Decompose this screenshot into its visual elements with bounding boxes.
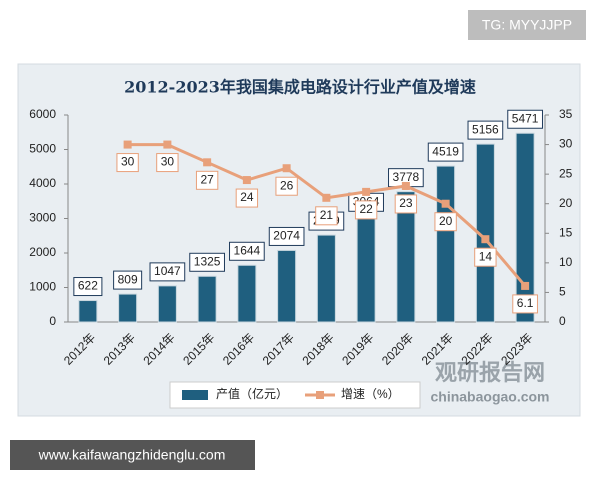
bar — [436, 165, 456, 323]
data-label-box — [73, 277, 103, 297]
bar — [316, 234, 336, 323]
data-label: 21 — [320, 208, 334, 222]
brand-site: chinabaogao.com — [430, 389, 549, 405]
data-label-box — [507, 109, 543, 129]
chart-title: 2012-2023年我国集成电路设计行业产值及增速 — [124, 78, 476, 97]
data-label: 1047 — [154, 264, 181, 278]
data-label: 4519 — [432, 144, 459, 158]
data-label: 3778 — [393, 170, 420, 184]
data-label-box — [394, 194, 418, 214]
legend-label: 增速（%） — [341, 387, 400, 401]
data-label: 14 — [479, 249, 493, 263]
data-label: 5471 — [512, 111, 539, 125]
legend-swatch — [316, 391, 324, 399]
data-label: 5156 — [472, 122, 499, 136]
y-tick-label: 5000 — [29, 142, 56, 156]
data-label: 6.1 — [517, 296, 534, 310]
data-label-box — [235, 188, 259, 208]
data-label: 30 — [161, 155, 175, 169]
bar — [396, 191, 416, 323]
y2-tick-label: 35 — [559, 107, 573, 121]
data-label: 24 — [240, 190, 254, 204]
data-label-box — [315, 206, 338, 226]
y-tick-label: 0 — [49, 314, 56, 328]
bar — [118, 293, 138, 323]
line-marker — [322, 193, 331, 202]
data-label-box — [474, 247, 497, 267]
line-marker — [521, 281, 530, 290]
y-tick-label: 3000 — [29, 211, 56, 225]
line-marker — [163, 140, 172, 149]
data-label: 22 — [359, 202, 373, 216]
data-label-box — [189, 252, 225, 272]
y2-tick-label: 25 — [559, 166, 573, 180]
data-label-box — [195, 170, 219, 190]
watermark-box — [10, 440, 255, 470]
line-marker — [401, 181, 410, 190]
data-label: 2074 — [273, 229, 300, 243]
data-label: 26 — [280, 178, 294, 192]
y-tick-label: 2000 — [29, 245, 56, 259]
data-label-box — [113, 270, 143, 290]
line-marker — [481, 235, 490, 244]
data-label: 622 — [78, 279, 98, 293]
bar — [237, 264, 257, 323]
bar — [78, 300, 98, 323]
data-label: 23 — [399, 196, 413, 210]
y2-tick-label: 5 — [559, 285, 566, 299]
data-label-box — [467, 120, 504, 140]
line-marker — [362, 187, 371, 196]
data-label: 809 — [118, 272, 138, 286]
legend-label: 产值（亿元） — [216, 386, 288, 401]
y-tick-label: 6000 — [29, 107, 56, 121]
line-marker — [282, 164, 291, 173]
line-marker — [441, 199, 450, 208]
bar — [515, 132, 535, 323]
brand: 观研报告网 — [435, 360, 545, 385]
y-tick-label: 4000 — [29, 176, 56, 190]
data-label-box — [268, 226, 305, 246]
watermark: www.kaifawangzhidenglu.com — [38, 447, 226, 463]
watermark: TG: MYYJJPP — [482, 17, 572, 33]
data-label-box — [149, 262, 186, 282]
y2-tick-label: 10 — [559, 255, 573, 269]
data-label-box — [354, 200, 378, 220]
bar — [356, 215, 376, 323]
y2-tick-label: 0 — [559, 314, 566, 328]
data-label-box — [156, 153, 179, 173]
data-label-box — [116, 153, 139, 173]
bar — [197, 275, 217, 323]
data-label: 20 — [439, 214, 453, 228]
y2-tick-label: 15 — [559, 225, 573, 239]
data-label-box — [434, 212, 457, 232]
watermark-box — [468, 10, 586, 40]
legend-box — [169, 381, 421, 409]
data-label-box — [427, 142, 464, 162]
line-marker — [203, 158, 212, 167]
data-label-box — [512, 294, 538, 314]
legend-swatch — [182, 390, 208, 400]
data-label: 30 — [121, 155, 135, 169]
line-marker — [242, 176, 251, 185]
bar — [157, 285, 177, 323]
y-tick-label: 1000 — [29, 280, 56, 294]
line-marker — [123, 140, 132, 149]
y2-tick-label: 20 — [559, 196, 573, 210]
data-label: 1644 — [234, 243, 261, 257]
bar — [277, 249, 297, 323]
y2-tick-label: 30 — [559, 137, 573, 151]
data-label-box — [229, 241, 265, 261]
data-label: 27 — [200, 172, 214, 186]
data-label-box — [275, 176, 298, 196]
data-label: 1325 — [194, 254, 221, 268]
